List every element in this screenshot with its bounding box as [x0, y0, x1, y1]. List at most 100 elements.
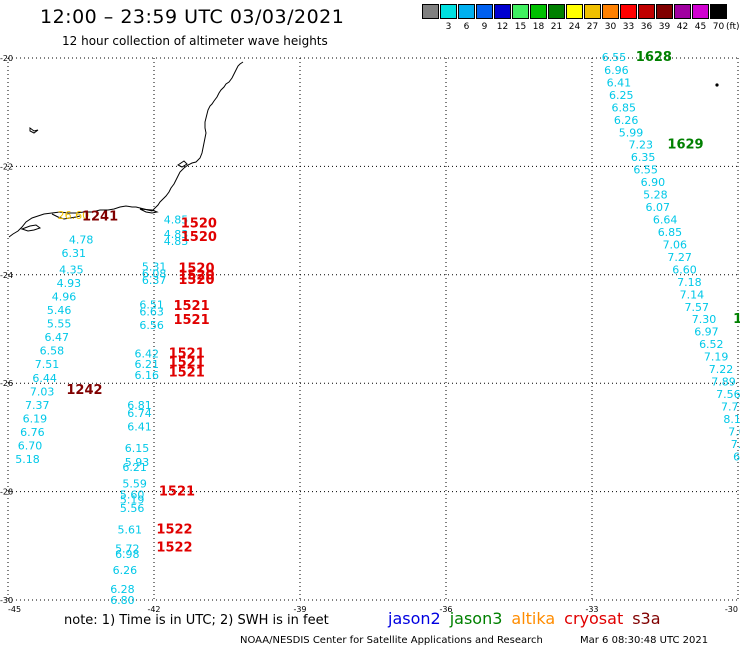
wave-height-value: 6.90 — [641, 176, 666, 189]
colorbar-swatch — [440, 4, 457, 19]
pass-time-label: 1521 — [173, 299, 209, 314]
longitude-tick-label: -30 — [725, 605, 738, 614]
wave-height-value: 6.81 — [127, 399, 152, 412]
colorbar-swatch — [530, 4, 547, 19]
wave-height-value: 7.71 — [721, 401, 740, 414]
pass-time-labels: 1241124215201520152015201520152115211521… — [66, 50, 740, 556]
satellite-legend-item: jason3 — [449, 609, 503, 628]
wave-height-value: 6.58 — [40, 345, 64, 358]
wave-height-value: 4.93 — [57, 277, 82, 290]
colorbar-swatch — [692, 4, 709, 19]
longitude-tick-label: -33 — [585, 605, 598, 614]
colorbar-swatch — [656, 4, 673, 19]
pass-time-label: 16 — [733, 312, 740, 327]
wave-height-value: 7.27 — [667, 251, 692, 264]
wave-height-value: 6.47 — [45, 331, 70, 344]
wave-height-value: 7.89 — [711, 376, 736, 389]
wave-height-value: 6.74 — [127, 407, 152, 420]
wave-height-value: 6.96 — [604, 64, 629, 77]
credit-text: NOAA/NESDIS Center for Satellite Applica… — [240, 635, 543, 646]
wave-height-value: 5.46 — [47, 304, 72, 317]
colorbar-label: 18 — [532, 22, 545, 32]
colorbar-swatch — [674, 4, 691, 19]
pass-time-label: 1521 — [169, 346, 205, 361]
wave-height-value: 5.72 — [115, 543, 140, 556]
wave-height-value: 6.42 — [135, 347, 160, 360]
colorbar-swatch — [710, 4, 727, 19]
wave-height-value: 5.60 — [120, 488, 145, 501]
pass-time-label: 1521 — [169, 356, 205, 371]
wave-height-value: 5.28 — [643, 189, 668, 202]
wave-height-value: 5.31 — [142, 261, 167, 274]
wave-height-value: 6.31 — [62, 247, 87, 260]
wave-height-value: 4.35 — [59, 263, 84, 276]
wave-height-value: 6.64 — [653, 214, 678, 227]
wave-height-value: 8.1 — [723, 413, 740, 426]
satellite-legend-item: jason2 — [388, 609, 441, 628]
wave-height-value: 6.56 — [139, 319, 164, 332]
latitude-tick-label: -26 — [0, 379, 13, 388]
wave-height-value: 5.61 — [118, 524, 143, 537]
wave-height-value: 7.37 — [25, 399, 50, 412]
wave-height-value: 6.85 — [658, 226, 683, 239]
wave-height-value: 6.60 — [672, 263, 697, 276]
wave-height-value: 7.18 — [677, 276, 702, 289]
wave-height-value: 6.21 — [122, 461, 147, 474]
wave-height-value: 26.60 — [58, 209, 90, 222]
latitude-tick-label: -22 — [0, 162, 13, 171]
wave-height-value: 7.30 — [692, 313, 717, 326]
colorbar-unit: (ft) — [726, 22, 740, 32]
wave-height-value: 7. — [731, 438, 740, 451]
colorbar-label: 24 — [568, 22, 581, 32]
wave-height-value: 5.56 — [120, 502, 145, 515]
pass-time-label: 1628 — [636, 50, 672, 65]
longitude-tick-label: -42 — [147, 605, 160, 614]
wave-height-value: 6.44 — [32, 372, 57, 385]
pass-time-label: 1242 — [66, 383, 102, 398]
pass-time-label: 1520 — [181, 230, 217, 245]
colorbar-swatch — [512, 4, 529, 19]
colorbar-label: 21 — [550, 22, 563, 32]
wave-height-value: 7.0 — [728, 425, 740, 438]
satellite-legend: jason2 jason3 altika cryosat s3a — [388, 609, 670, 628]
pass-time-label: 1520 — [178, 273, 214, 288]
wave-height-value: 7.22 — [709, 363, 734, 376]
wave-height-value: 5.55 — [47, 318, 72, 331]
wave-height-value: 7.57 — [684, 301, 709, 314]
wave-height-value: 7.23 — [629, 139, 654, 152]
longitude-tick-label: -45 — [8, 605, 21, 614]
wave-height-value: 4.85 — [164, 214, 189, 227]
longitude-tick-label: -36 — [439, 605, 452, 614]
colorbar-swatch — [494, 4, 511, 19]
wave-height-value: 6.37 — [142, 274, 167, 287]
lat-lon-grid: -45 -42 -39 -36 -33 -30 -20 -22 -24 -26 -28 -30 — [0, 54, 739, 614]
pass-time-label: 1521 — [159, 485, 195, 500]
pass-time-label: 1522 — [156, 523, 192, 538]
wave-height-value: 6.52 — [699, 338, 724, 351]
wave-height-value: 6.26 — [113, 564, 138, 577]
wave-height-value: 7.06 — [663, 238, 688, 251]
wave-height-value: 6.21 — [135, 358, 160, 371]
wave-height-value: 7.03 — [30, 385, 55, 398]
wave-height-value: 4.83 — [164, 235, 189, 248]
wave-height-value: 7.19 — [704, 351, 729, 364]
wave-height-value: 6.55 — [633, 164, 658, 177]
wave-height-value: 6.97 — [694, 326, 719, 339]
satellite-legend-item: altika — [511, 609, 556, 628]
colorbar-swatch — [422, 4, 439, 19]
latitude-tick-label: -20 — [0, 54, 13, 63]
colorbar-swatch — [476, 4, 493, 19]
pass-time-label: 1521 — [169, 365, 205, 380]
latitude-tick-label: -30 — [0, 596, 13, 605]
wave-height-value: 4.83 — [164, 228, 189, 241]
wave-height-value: 6.51 — [139, 299, 164, 312]
wave-height-value: 6.26 — [614, 114, 639, 127]
wave-height-value: 6.70 — [18, 440, 43, 453]
colorbar-label: 45 — [694, 22, 707, 32]
longitude-tick-label: -39 — [293, 605, 306, 614]
credit-date: Mar 6 08:30:48 UTC 2021 — [580, 635, 709, 646]
wave-height-value: 5.18 — [15, 453, 40, 466]
wave-height-value: 5.99 — [619, 126, 644, 139]
wave-height-value: 6.80 — [110, 594, 135, 607]
